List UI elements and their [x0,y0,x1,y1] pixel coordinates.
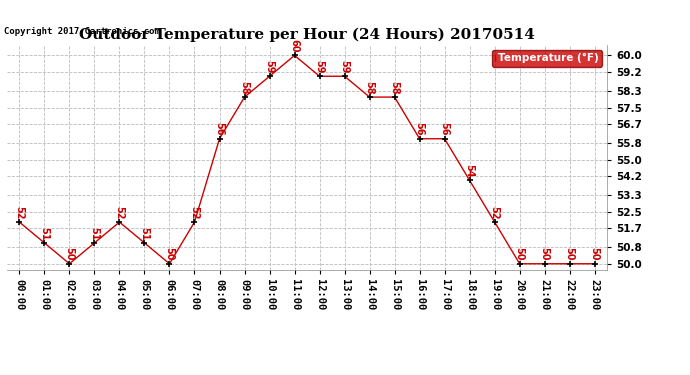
Legend: Temperature (°F): Temperature (°F) [492,50,602,66]
Text: 51: 51 [139,226,150,240]
Title: Outdoor Temperature per Hour (24 Hours) 20170514: Outdoor Temperature per Hour (24 Hours) … [79,28,535,42]
Text: 56: 56 [415,123,424,136]
Text: 58: 58 [364,81,375,94]
Text: 60: 60 [290,39,299,53]
Text: 59: 59 [315,60,324,74]
Text: 54: 54 [464,164,475,178]
Text: 51: 51 [90,226,99,240]
Text: 50: 50 [515,248,524,261]
Text: 56: 56 [215,123,224,136]
Text: 50: 50 [590,248,600,261]
Text: Copyright 2017 Cartronics.com: Copyright 2017 Cartronics.com [4,27,160,36]
Text: 50: 50 [540,248,550,261]
Text: 50: 50 [64,248,75,261]
Text: 50: 50 [564,248,575,261]
Text: 51: 51 [39,226,50,240]
Text: 58: 58 [239,81,250,94]
Text: 56: 56 [440,123,450,136]
Text: 50: 50 [164,248,175,261]
Text: 59: 59 [264,60,275,74]
Text: 52: 52 [14,206,24,219]
Text: 52: 52 [115,206,124,219]
Text: 52: 52 [190,206,199,219]
Text: 58: 58 [390,81,400,94]
Text: 52: 52 [490,206,500,219]
Text: 59: 59 [339,60,350,74]
